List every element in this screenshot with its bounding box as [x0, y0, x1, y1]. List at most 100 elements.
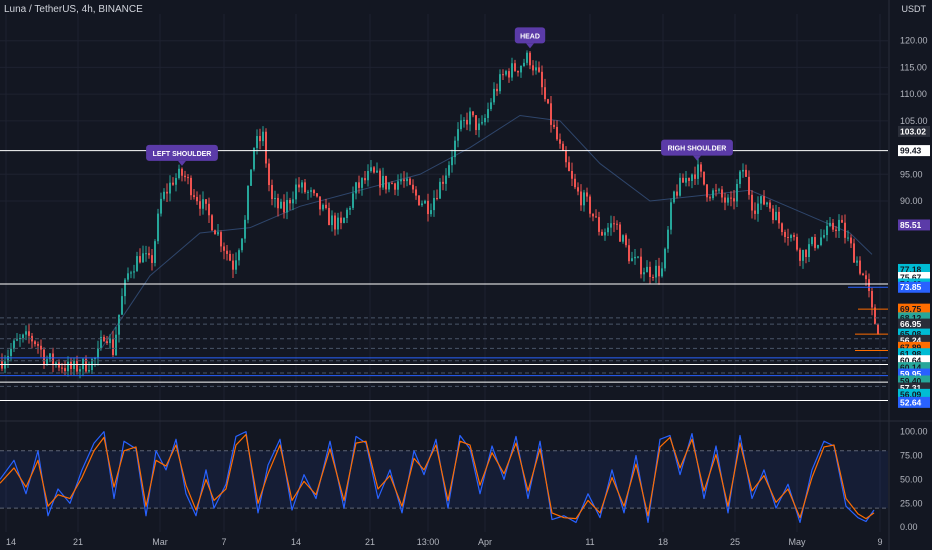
candle — [316, 193, 318, 198]
date-tick: 21 — [73, 537, 83, 547]
candle — [547, 98, 549, 105]
candle — [610, 215, 612, 236]
candle — [127, 267, 129, 282]
candle-body — [55, 362, 57, 365]
price-tag-label: 61.98 — [900, 349, 922, 359]
candle-body — [289, 199, 291, 204]
candle-body — [43, 349, 45, 365]
candle-body — [304, 182, 306, 193]
candle-body — [769, 202, 771, 209]
candle — [469, 107, 471, 132]
candle-body — [496, 88, 498, 92]
candle-body — [457, 129, 459, 141]
price-tag-bg — [898, 382, 930, 394]
candle-body — [670, 202, 672, 230]
candle-body — [619, 224, 621, 242]
candle — [88, 361, 90, 374]
candle-body — [841, 219, 843, 223]
candle — [244, 215, 246, 243]
price-tag: 60.64 — [898, 355, 930, 367]
currency-label: USDT — [901, 4, 927, 14]
candle-body — [337, 217, 339, 230]
candle-body — [754, 210, 756, 214]
candle — [328, 202, 330, 226]
date-tick: 18 — [658, 537, 668, 547]
time-axis[interactable]: 14 21 Mar 7 14 21 13:00 Apr 11 18 25 May 9 — [6, 537, 883, 547]
candle-body — [400, 179, 402, 182]
candle-body — [778, 211, 780, 224]
candle — [844, 214, 846, 244]
candle — [241, 237, 243, 253]
candle — [787, 228, 789, 246]
candle-body — [781, 223, 783, 233]
candle-body — [115, 334, 117, 356]
candle-body — [280, 201, 282, 209]
candle-body — [100, 336, 102, 349]
candle — [463, 117, 465, 128]
candle — [544, 78, 546, 102]
candle-body — [340, 217, 342, 223]
candle — [451, 149, 453, 173]
date-tick: 25 — [730, 537, 740, 547]
candle-body — [409, 178, 411, 185]
candle — [400, 173, 402, 185]
candle-body — [328, 208, 330, 226]
candle-body — [649, 266, 651, 278]
candle — [427, 193, 429, 222]
price-tag-label: 56.24 — [900, 335, 922, 345]
candle-body — [307, 191, 309, 193]
candle — [76, 355, 78, 375]
candle-body — [364, 178, 366, 181]
candle — [448, 161, 450, 179]
price-tag: 57.31 — [898, 382, 930, 394]
candle-body — [106, 341, 108, 344]
candle — [226, 245, 228, 261]
candle-body — [760, 196, 762, 204]
candle — [301, 180, 303, 194]
stoch-line — [0, 433, 875, 520]
candle-body — [217, 232, 219, 235]
candle — [352, 186, 354, 210]
candle-body — [46, 359, 48, 365]
candle-body — [85, 358, 87, 372]
candle — [265, 128, 267, 168]
price-tick: 110.00 — [900, 89, 927, 99]
candle-body — [790, 235, 792, 239]
candle — [421, 200, 423, 207]
candle — [724, 192, 726, 211]
candle-body — [625, 235, 627, 246]
price-axis[interactable]: 120.00 115.00 110.00 105.00 95.00 90.00 103.02… — [898, 36, 930, 408]
candle — [202, 191, 204, 215]
candle — [163, 188, 165, 201]
symbol-legend: Luna / TetherUS, 4h, BINANCE — [4, 4, 143, 15]
candle-body — [394, 183, 396, 190]
candle — [562, 141, 564, 151]
candle — [871, 287, 873, 316]
note-pointer — [526, 43, 534, 49]
candle-body — [241, 238, 243, 251]
candle — [403, 171, 405, 188]
candle — [553, 120, 555, 129]
candle-body — [190, 177, 192, 196]
candle — [274, 190, 276, 208]
candle-body — [598, 217, 600, 232]
candle-body — [772, 208, 774, 220]
candle — [436, 189, 438, 201]
candle-body — [256, 136, 258, 148]
candle — [754, 202, 756, 220]
candle-body — [352, 193, 354, 208]
candle-body — [466, 119, 468, 125]
candle — [475, 115, 477, 135]
candle — [814, 233, 816, 251]
candle-body — [229, 253, 231, 261]
candle-body — [628, 245, 630, 262]
candle — [34, 340, 36, 347]
candle-body — [550, 103, 552, 125]
price-tag-label: 99.43 — [900, 146, 922, 156]
candle — [616, 220, 618, 230]
candle-body — [25, 331, 27, 335]
candle — [100, 330, 102, 351]
candle-body — [487, 109, 489, 118]
candle — [415, 186, 417, 200]
